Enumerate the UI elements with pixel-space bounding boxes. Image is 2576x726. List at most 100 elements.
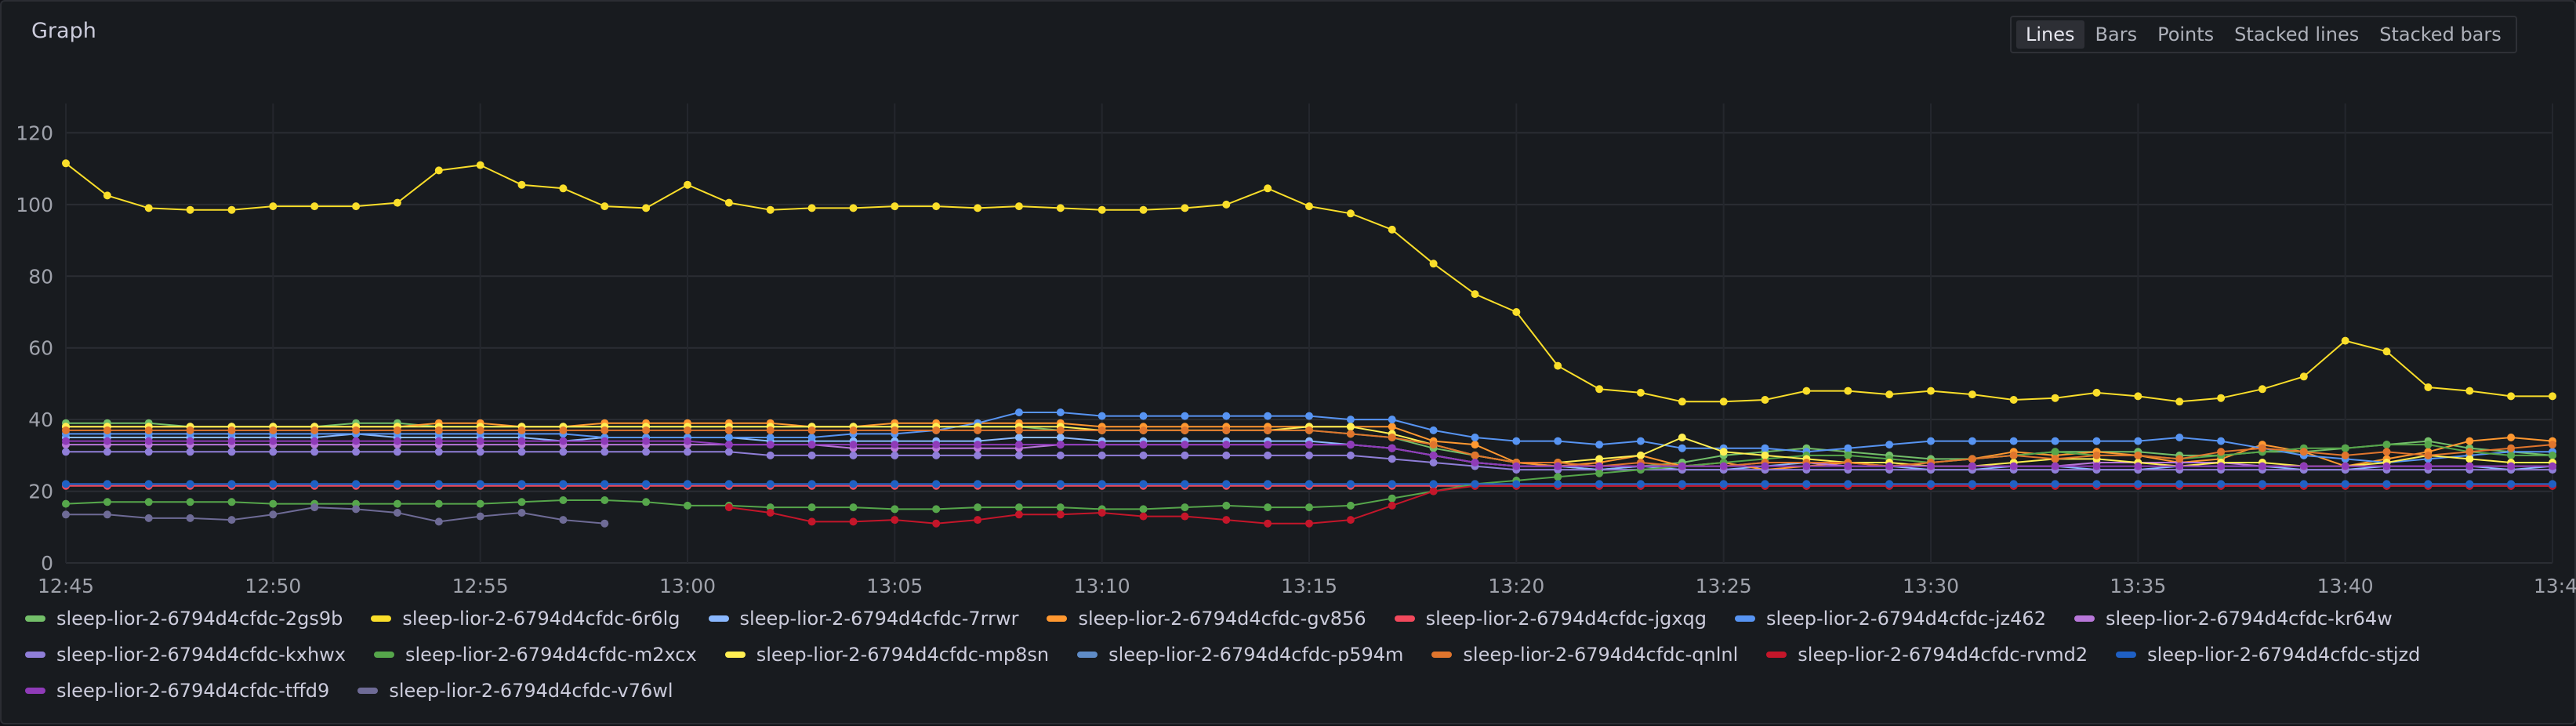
data-point: [1098, 412, 1106, 420]
series-sleep-lior-2-6794d4cfdc-6r6lg: [62, 159, 2556, 406]
legend-item[interactable]: sleep-lior-2-6794d4cfdc-2gs9b: [25, 605, 343, 632]
data-point: [1056, 480, 1065, 488]
data-point: [1471, 441, 1479, 449]
data-point: [1802, 387, 1811, 395]
data-point: [1885, 390, 1894, 399]
legend-item[interactable]: sleep-lior-2-6794d4cfdc-jz462: [1735, 605, 2046, 632]
y-tick-label: 80: [28, 265, 53, 288]
data-point: [1222, 200, 1231, 209]
legend-item[interactable]: sleep-lior-2-6794d4cfdc-gv856: [1047, 605, 1366, 632]
data-point: [724, 480, 733, 488]
legend-label: sleep-lior-2-6794d4cfdc-qnlnl: [1463, 644, 1739, 666]
data-point: [1554, 462, 1562, 470]
data-point: [1388, 434, 1396, 441]
view-option-bars[interactable]: Bars: [2095, 24, 2138, 45]
legend-item[interactable]: sleep-lior-2-6794d4cfdc-rvmd2: [1766, 641, 2088, 668]
data-point: [1346, 441, 1355, 449]
data-point: [393, 426, 401, 434]
data-point: [2217, 462, 2226, 470]
data-point: [476, 161, 484, 169]
view-option-stacked-bars[interactable]: Stacked bars: [2379, 24, 2502, 45]
data-point: [1098, 441, 1106, 449]
data-point: [2175, 397, 2184, 406]
data-point: [1802, 480, 1811, 488]
data-point: [1968, 437, 1976, 445]
data-point: [2299, 372, 2308, 381]
data-point: [849, 426, 858, 434]
data-point: [2549, 480, 2556, 488]
legend-item[interactable]: sleep-lior-2-6794d4cfdc-p594m: [1077, 641, 1403, 668]
data-point: [1056, 204, 1065, 212]
data-point: [600, 480, 609, 488]
legend-item[interactable]: sleep-lior-2-6794d4cfdc-7rrwr: [708, 605, 1018, 632]
data-point: [724, 448, 733, 456]
data-point: [1139, 441, 1148, 449]
data-point: [1761, 462, 1769, 470]
data-point: [1844, 462, 1852, 470]
data-point: [2217, 394, 2226, 402]
data-point: [62, 480, 70, 488]
data-point: [1014, 408, 1023, 416]
legend-item[interactable]: sleep-lior-2-6794d4cfdc-kr64w: [2073, 605, 2393, 632]
data-point: [2465, 387, 2474, 395]
data-point: [269, 510, 278, 519]
data-point: [434, 437, 443, 445]
data-point: [1139, 451, 1148, 459]
x-tick-label: 13:25: [1696, 575, 1752, 597]
view-option-stacked-lines[interactable]: Stacked lines: [2234, 24, 2360, 45]
view-option-points[interactable]: Points: [2157, 24, 2215, 45]
data-point: [1388, 455, 1396, 463]
data-point: [1305, 412, 1313, 420]
series-lines: [62, 159, 2556, 528]
data-point: [393, 448, 401, 456]
data-point: [2465, 455, 2474, 463]
data-point: [227, 448, 236, 456]
data-point: [1014, 510, 1023, 519]
data-point: [2341, 480, 2349, 488]
x-tick-label: 12:50: [245, 575, 301, 597]
legend-item[interactable]: sleep-lior-2-6794d4cfdc-v76wl: [357, 677, 673, 704]
data-point: [1471, 459, 1479, 466]
data-point: [352, 202, 361, 211]
legend-item[interactable]: sleep-lior-2-6794d4cfdc-m2xcx: [374, 641, 697, 668]
series-sleep-lior-2-6794d4cfdc-tffd9: [62, 437, 2556, 470]
data-point: [2507, 480, 2516, 488]
data-point: [807, 204, 816, 212]
legend-item[interactable]: sleep-lior-2-6794d4cfdc-mp8sn: [724, 641, 1049, 668]
legend-item[interactable]: sleep-lior-2-6794d4cfdc-kxhwx: [25, 641, 346, 668]
data-point: [2549, 462, 2556, 470]
data-point: [269, 499, 278, 508]
data-point: [2092, 388, 2101, 397]
data-point: [1388, 225, 1396, 234]
data-point: [2134, 437, 2142, 445]
legend-item[interactable]: sleep-lior-2-6794d4cfdc-stjzd: [2116, 641, 2420, 668]
data-point: [807, 434, 816, 441]
data-point: [1098, 451, 1106, 459]
data-point: [310, 426, 319, 434]
legend-item[interactable]: sleep-lior-2-6794d4cfdc-tffd9: [25, 677, 329, 704]
data-point: [2341, 462, 2349, 470]
data-point: [2258, 444, 2266, 452]
legend-item[interactable]: sleep-lior-2-6794d4cfdc-6r6lg: [371, 605, 680, 632]
data-point: [1844, 444, 1852, 452]
data-point: [600, 202, 609, 211]
data-point: [766, 503, 775, 512]
data-point: [476, 437, 484, 445]
data-point: [186, 205, 194, 214]
data-point: [103, 448, 111, 456]
data-point: [2382, 441, 2391, 449]
legend-item[interactable]: sleep-lior-2-6794d4cfdc-jgxqg: [1394, 605, 1707, 632]
data-point: [1305, 451, 1313, 459]
data-point: [1678, 462, 1686, 470]
data-point: [517, 498, 526, 506]
data-point: [1636, 437, 1645, 445]
data-point: [1014, 434, 1023, 441]
data-point: [1056, 408, 1065, 416]
legend-item[interactable]: sleep-lior-2-6794d4cfdc-qnlnl: [1431, 641, 1738, 668]
data-point: [1098, 509, 1106, 517]
data-point: [1968, 390, 1976, 399]
data-point: [2092, 437, 2101, 445]
data-point: [1181, 441, 1189, 449]
view-option-lines[interactable]: Lines: [2016, 20, 2084, 49]
